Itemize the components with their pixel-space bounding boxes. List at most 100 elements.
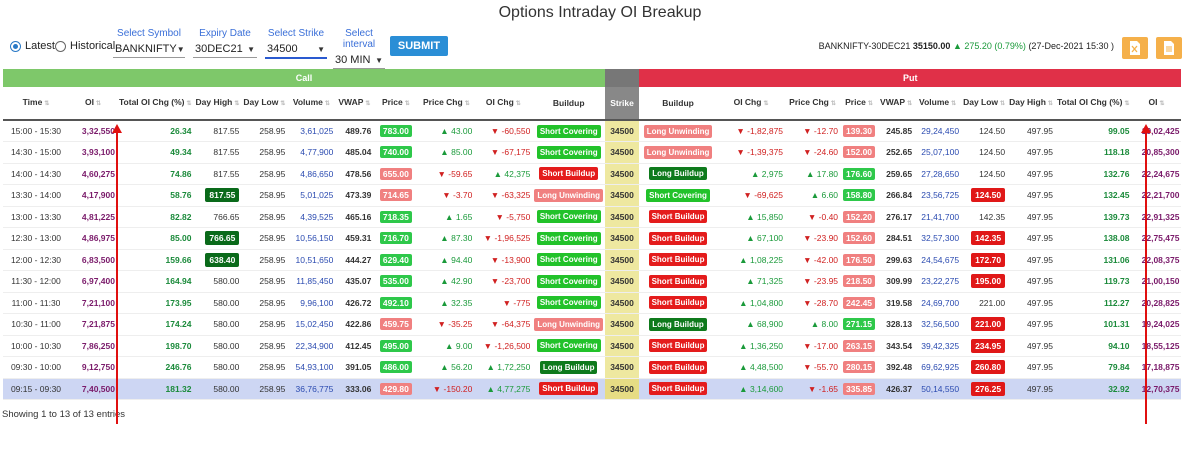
column-header-call-price[interactable]: Price ⇅ bbox=[373, 87, 419, 121]
put-price-chg-cell: ▲ 8.00 bbox=[785, 313, 841, 336]
time-cell: 11:00 - 11:30 bbox=[3, 292, 69, 314]
call-vwap-cell: 333.06 bbox=[335, 378, 374, 400]
expiry-select[interactable]: 30DEC21 ▼ bbox=[193, 41, 257, 58]
symbol-select[interactable]: BANKNIFTY ▼ bbox=[113, 41, 185, 58]
sort-icon[interactable]: ⇅ bbox=[830, 100, 836, 107]
up-arrow-icon: ▲ bbox=[440, 233, 449, 244]
column-header-put-day-low[interactable]: Day Low ⇅ bbox=[961, 87, 1008, 121]
strike-value: 34500 bbox=[610, 126, 634, 136]
column-header-put-total-oi-chg[interactable]: Total OI Chg (%) ⇅ bbox=[1054, 87, 1132, 121]
call-day-high-value: 766.65 bbox=[205, 231, 240, 246]
column-header-call-vwap[interactable]: VWAP ⇅ bbox=[335, 87, 374, 121]
sort-icon[interactable]: ⇅ bbox=[1124, 100, 1130, 107]
put-day-low-cell: 124.50 bbox=[961, 141, 1008, 164]
column-header-put-volume[interactable]: Volume ⇅ bbox=[914, 87, 962, 121]
call-oi-value: 6,97,400 bbox=[81, 276, 115, 287]
put-buildup-cell: Long Buildup bbox=[639, 163, 718, 185]
column-header-label: VWAP bbox=[880, 96, 906, 107]
call-total-oi-chg-cell: 82.82 bbox=[117, 206, 194, 228]
put-total-oi-chg-cell: 118.18 bbox=[1054, 141, 1132, 164]
call-day-low-cell: 258.95 bbox=[241, 356, 288, 379]
sort-icon[interactable]: ⇅ bbox=[951, 100, 957, 107]
sort-icon[interactable]: ⇅ bbox=[867, 100, 873, 107]
put-oi-chg-value: 68,900 bbox=[757, 319, 784, 330]
column-header-put-buildup[interactable]: Buildup bbox=[639, 87, 718, 121]
column-header-call-total-oi-chg[interactable]: Total OI Chg (%) ⇅ bbox=[117, 87, 194, 121]
mode-radio-historical[interactable]: Historical bbox=[55, 40, 115, 52]
column-header-put-oi-chg[interactable]: OI Chg ⇅ bbox=[717, 87, 786, 121]
put-vwap-cell: 309.99 bbox=[878, 270, 915, 293]
put-oi-value: 21,00,150 bbox=[1141, 276, 1180, 287]
down-arrow-icon: ▼ bbox=[490, 254, 500, 265]
strike-cell: 34500 bbox=[605, 313, 640, 336]
call-total-oi-chg-value: 181.32 bbox=[165, 383, 192, 394]
sort-icon[interactable]: ⇅ bbox=[280, 100, 286, 107]
interval-select[interactable]: 30 MIN ▼ bbox=[333, 52, 385, 69]
down-arrow-icon: ▼ bbox=[495, 211, 504, 222]
down-arrow-icon: ▼ bbox=[803, 254, 812, 265]
put-price-value: 152.20 bbox=[843, 210, 876, 223]
put-day-low-cell: 221.00 bbox=[961, 313, 1008, 336]
up-arrow-icon: ▲ bbox=[746, 276, 755, 287]
sort-icon[interactable]: ⇅ bbox=[324, 100, 330, 107]
column-header-call-buildup[interactable]: Buildup bbox=[532, 87, 606, 121]
sort-icon[interactable]: ⇅ bbox=[1047, 100, 1053, 107]
column-header-put-vwap[interactable]: VWAP ⇅ bbox=[878, 87, 915, 121]
annotation-arrow-call-oi bbox=[112, 124, 122, 424]
call-oi-chg-cell: ▼ -60,550 bbox=[474, 120, 533, 142]
down-arrow-icon: ▼ bbox=[803, 340, 812, 351]
column-header-put-price-chg[interactable]: Price Chg ⇅ bbox=[785, 87, 841, 121]
column-header-strike[interactable]: Strike bbox=[605, 87, 640, 121]
column-header-call-oi-chg[interactable]: OI Chg ⇅ bbox=[474, 87, 533, 121]
call-volume-value: 3,61,025 bbox=[300, 126, 334, 136]
column-header-call-price-chg[interactable]: Price Chg ⇅ bbox=[418, 87, 475, 121]
call-oi-chg-value: -23,700 bbox=[501, 276, 531, 287]
chevron-down-icon: ▼ bbox=[375, 55, 383, 65]
put-day-low-value: 221.00 bbox=[971, 317, 1006, 332]
column-header-call-oi[interactable]: OI ⇅ bbox=[69, 87, 117, 121]
put-buildup-badge: Short Buildup bbox=[648, 231, 708, 245]
put-oi-value: 20,28,825 bbox=[1141, 297, 1180, 308]
strike-select[interactable]: 34500 ▼ bbox=[265, 41, 327, 59]
sort-icon[interactable]: ⇅ bbox=[234, 100, 240, 107]
column-header-put-price[interactable]: Price ⇅ bbox=[840, 87, 879, 121]
sort-icon[interactable]: ⇅ bbox=[404, 100, 410, 107]
column-header-time[interactable]: Time ⇅ bbox=[3, 87, 69, 121]
export-excel-button[interactable] bbox=[1122, 37, 1148, 59]
call-price-chg-cell: ▲ 1.65 bbox=[418, 206, 475, 228]
sort-icon[interactable]: ⇅ bbox=[1000, 100, 1006, 107]
sort-icon[interactable]: ⇅ bbox=[365, 100, 371, 107]
column-header-put-oi[interactable]: OI ⇅ bbox=[1131, 87, 1182, 121]
sort-icon[interactable]: ⇅ bbox=[186, 100, 192, 107]
put-volume-value: 32,57,300 bbox=[921, 233, 960, 244]
sort-icon[interactable]: ⇅ bbox=[464, 100, 470, 107]
export-document-button[interactable] bbox=[1156, 37, 1182, 59]
put-price-chg-value: 6.60 bbox=[821, 190, 839, 201]
call-day-high-value: 817.55 bbox=[213, 126, 240, 136]
sort-icon[interactable]: ⇅ bbox=[95, 100, 101, 107]
call-price-chg-value: 85.00 bbox=[451, 147, 473, 158]
strike-cell: 34500 bbox=[605, 356, 640, 379]
call-volume-value: 4,86,650 bbox=[300, 168, 334, 179]
column-header-call-volume[interactable]: Volume ⇅ bbox=[287, 87, 336, 121]
put-oi-chg-value: 2,975 bbox=[761, 168, 784, 179]
call-oi-chg-value: 1,72,250 bbox=[497, 362, 531, 373]
call-price-chg-value: 56.20 bbox=[451, 362, 473, 373]
call-price-chg-cell: ▲ 87.30 bbox=[418, 227, 475, 250]
sort-icon[interactable]: ⇅ bbox=[515, 100, 521, 107]
put-oi-cell: 22,75,475 bbox=[1131, 227, 1182, 250]
sort-icon[interactable]: ⇅ bbox=[763, 100, 769, 107]
column-header-call-day-low[interactable]: Day Low ⇅ bbox=[241, 87, 288, 121]
put-oi-chg-cell: ▼ -1,39,375 bbox=[717, 141, 786, 164]
chevron-down-icon: ▼ bbox=[317, 44, 325, 54]
strike-value: 34500 bbox=[610, 297, 634, 308]
column-header-call-day-high[interactable]: Day High ⇅ bbox=[193, 87, 242, 121]
mode-radio-latest[interactable]: Latest bbox=[10, 40, 55, 52]
sort-icon[interactable]: ⇅ bbox=[44, 100, 50, 107]
sort-icon[interactable]: ⇅ bbox=[907, 100, 913, 107]
call-price-value: 714.65 bbox=[379, 189, 412, 202]
put-buildup-cell: Short Buildup bbox=[639, 356, 718, 379]
sort-icon[interactable]: ⇅ bbox=[1159, 100, 1165, 107]
column-header-put-day-high[interactable]: Day High ⇅ bbox=[1007, 87, 1055, 121]
submit-button[interactable]: SUBMIT bbox=[390, 36, 448, 56]
